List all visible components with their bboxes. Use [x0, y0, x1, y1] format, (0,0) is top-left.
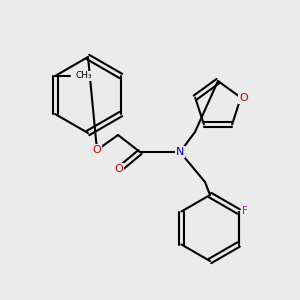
Text: F: F: [242, 206, 248, 217]
Text: O: O: [93, 145, 101, 155]
Text: CH₃: CH₃: [75, 71, 92, 80]
Text: N: N: [176, 147, 184, 157]
Text: O: O: [239, 93, 248, 103]
Text: O: O: [115, 164, 123, 174]
